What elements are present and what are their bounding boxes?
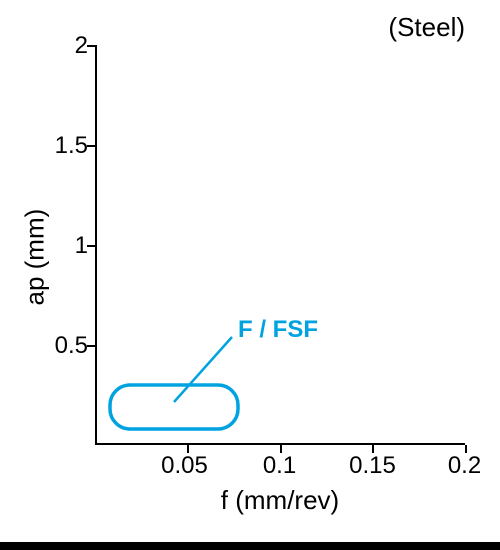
chart-container: (Steel) ap (mm) f (mm/rev) 0.5 1 1.5 2 0… — [0, 0, 500, 550]
bottom-rule — [0, 542, 500, 550]
annotation-label: F / FSF — [238, 316, 318, 344]
y-tick-1 — [87, 245, 95, 247]
x-tick-0 — [187, 445, 189, 453]
x-tick-2 — [372, 445, 374, 453]
y-tick-label-1: 1 — [40, 232, 88, 260]
x-tick-label-1: 0.1 — [252, 452, 307, 480]
x-tick-3 — [465, 445, 467, 453]
y-tick-label-3: 2 — [40, 32, 88, 60]
x-axis-label: f (mm/rev) — [95, 485, 465, 516]
y-tick-3 — [87, 45, 95, 47]
x-tick-label-0: 0.05 — [157, 452, 212, 480]
material-label: (Steel) — [388, 12, 465, 43]
y-tick-0 — [87, 345, 95, 347]
y-tick-label-0: 0.5 — [40, 332, 88, 360]
x-tick-label-3: 0.2 — [437, 452, 492, 480]
region-shape — [95, 45, 465, 445]
x-tick-1 — [280, 445, 282, 453]
y-tick-label-2: 1.5 — [40, 132, 88, 160]
y-tick-2 — [87, 145, 95, 147]
x-tick-label-2: 0.15 — [345, 452, 400, 480]
